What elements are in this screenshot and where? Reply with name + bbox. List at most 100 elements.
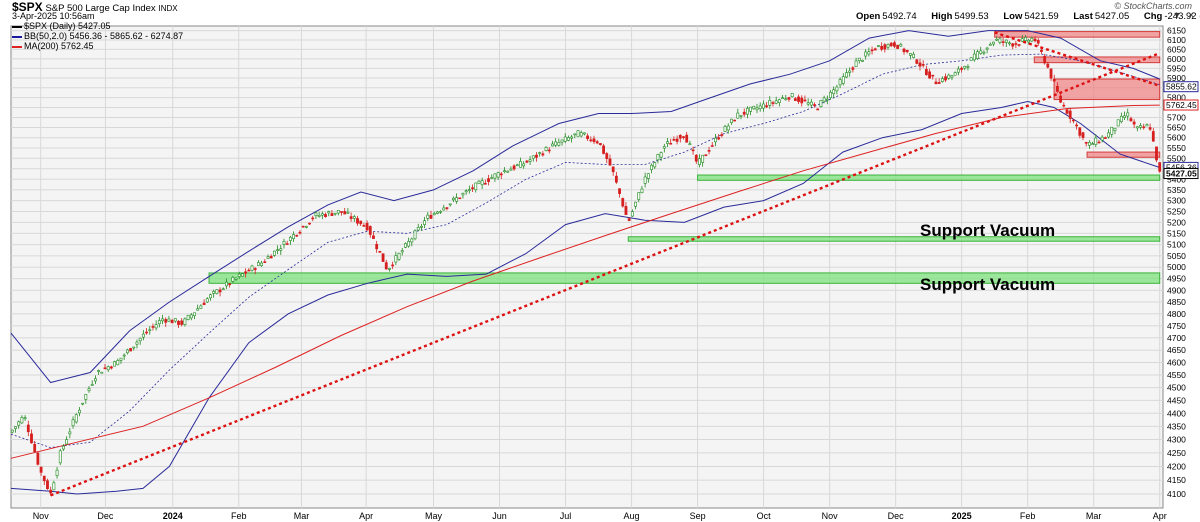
- candle-body: [282, 241, 286, 245]
- candle-body: [234, 277, 238, 280]
- candle-body: [595, 141, 599, 144]
- y-tick-label: 5000: [1167, 262, 1186, 272]
- candle-body: [343, 211, 347, 215]
- candle-body: [832, 89, 836, 94]
- candle-body: [333, 212, 337, 215]
- candle-body: [723, 126, 727, 132]
- support-zone: [697, 174, 1161, 181]
- chevron-down-icon[interactable]: ▼: [1172, 10, 1182, 20]
- candle-body: [263, 261, 267, 264]
- candle-body: [122, 354, 126, 357]
- candle-body: [65, 439, 69, 445]
- candle-body: [186, 314, 190, 320]
- candle-body: [790, 93, 794, 97]
- candle-body: [391, 264, 395, 267]
- candle-body: [205, 298, 209, 303]
- candle-body: [1087, 142, 1091, 146]
- candle-body: [327, 211, 331, 214]
- support-vacuum-label-2: Support Vacuum: [920, 275, 1055, 294]
- candle-body: [1139, 125, 1142, 128]
- candle-body: [864, 51, 868, 57]
- candle-body: [429, 214, 433, 219]
- candle-body: [845, 72, 848, 78]
- candle-body: [793, 98, 797, 101]
- close-icon[interactable]: ✕: [1187, 10, 1195, 20]
- candle-body: [58, 450, 62, 464]
- candle-body: [84, 394, 88, 400]
- candle-body: [637, 192, 641, 200]
- y-tick-label: 6050: [1167, 44, 1186, 54]
- candle-body: [570, 136, 574, 139]
- candle-body: [583, 132, 586, 135]
- candle-body: [1062, 104, 1066, 107]
- candle-body: [30, 433, 33, 444]
- candle-body: [1135, 126, 1139, 129]
- candle-body: [682, 136, 685, 138]
- candle-body: [940, 78, 944, 82]
- y-tick-label: 5800: [1167, 93, 1186, 103]
- candle-body: [193, 312, 196, 317]
- candle-body: [816, 108, 820, 111]
- candle-body: [1110, 126, 1114, 135]
- candle-body: [55, 469, 59, 476]
- price-label-box: [1163, 168, 1199, 180]
- x-tick-label: Nov: [33, 511, 50, 521]
- candle-body: [854, 60, 858, 67]
- candle-body: [1119, 115, 1123, 123]
- candle-body: [567, 137, 570, 141]
- legend-bb-swatch: [12, 35, 22, 38]
- candle-body: [736, 112, 740, 119]
- candle-body: [330, 213, 334, 216]
- price-label-box: [1163, 81, 1199, 93]
- candle-body: [928, 71, 931, 79]
- y-tick-label: 4950: [1167, 274, 1186, 284]
- candle-body: [528, 159, 532, 162]
- candle-body: [525, 160, 529, 163]
- candle-body: [643, 176, 647, 184]
- y-tick-label: 5700: [1167, 112, 1186, 122]
- candle-body: [157, 320, 161, 325]
- candle-body: [519, 161, 522, 168]
- candle-body: [1142, 126, 1146, 129]
- candle-body: [803, 99, 807, 102]
- candle-body: [164, 319, 168, 323]
- candle-body: [39, 466, 43, 473]
- candle-body: [20, 417, 24, 424]
- y-tick-label: 4850: [1167, 297, 1186, 307]
- candle-body: [573, 133, 577, 136]
- x-tick-label: Dec: [888, 511, 905, 521]
- candle-body: [982, 51, 986, 54]
- low-label: Low: [1003, 11, 1023, 22]
- candle-body: [777, 99, 781, 103]
- candle-body: [934, 81, 938, 85]
- candle-body: [241, 273, 244, 277]
- stockcharts-attribution[interactable]: © StockCharts.com: [1114, 1, 1192, 11]
- candle-body: [931, 74, 935, 77]
- candle-body: [62, 445, 65, 450]
- candle-body: [1017, 44, 1021, 46]
- high-value: 5499.53: [954, 11, 989, 22]
- candle-body: [487, 178, 490, 182]
- candle-body: [1049, 68, 1053, 79]
- candle-body: [1001, 41, 1005, 43]
- candle-body: [515, 164, 519, 167]
- candle-body: [177, 320, 180, 325]
- candle-body: [554, 141, 558, 146]
- candle-body: [979, 50, 983, 54]
- candle-body: [285, 243, 289, 245]
- candle-body: [320, 213, 324, 216]
- candle-body: [480, 180, 484, 186]
- candle-body: [579, 132, 583, 137]
- candle-body: [627, 218, 631, 221]
- y-tick-label: 5400: [1167, 174, 1186, 184]
- x-tick-label: 2025: [952, 511, 972, 521]
- candle-body: [36, 452, 40, 465]
- candle-body: [199, 305, 203, 309]
- candle-body: [666, 141, 669, 144]
- candle-body: [1103, 137, 1107, 139]
- open-value: 5492.74: [882, 11, 917, 22]
- candle-body: [490, 177, 494, 179]
- candle-body: [506, 170, 510, 173]
- candle-body: [381, 253, 385, 262]
